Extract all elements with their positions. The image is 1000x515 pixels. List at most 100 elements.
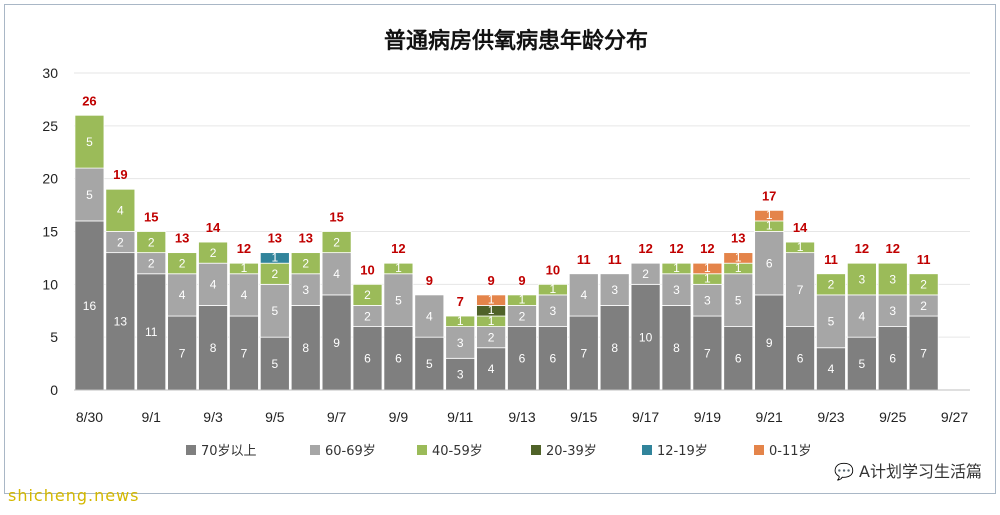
segment-label: 2: [333, 235, 340, 249]
bar-segment: [445, 357, 476, 391]
total-label: 7: [457, 294, 464, 309]
bar-segment: [74, 114, 105, 169]
total-label: 14: [793, 220, 808, 235]
total-label: 10: [360, 262, 374, 277]
bar-segment: [816, 347, 846, 391]
total-label: 12: [237, 241, 251, 256]
legend-label: 70岁以上: [201, 444, 257, 459]
segment-label: 6: [889, 352, 896, 366]
total-label: 15: [144, 210, 158, 225]
segment-label: 1: [271, 250, 278, 264]
bar-segment: [599, 273, 630, 306]
x-tick-label: 9/9: [389, 409, 409, 425]
bar-segment: [692, 315, 723, 391]
bar-segment: [229, 262, 259, 275]
bar-segment: [816, 294, 846, 349]
segment-label: 3: [859, 272, 866, 286]
segment-label: 2: [364, 288, 371, 302]
bar-segment: [383, 326, 414, 391]
bar-segment: [445, 326, 476, 359]
bar-segment: [105, 252, 136, 391]
legend-label: 12-19岁: [657, 444, 708, 459]
segment-label: 8: [302, 341, 309, 355]
segment-label: 2: [117, 235, 124, 249]
legend-swatch: [417, 445, 427, 455]
segment-label: 9: [333, 336, 340, 350]
segment-label: 2: [488, 330, 495, 344]
bar-segment: [198, 241, 228, 264]
segment-label: 6: [364, 352, 371, 366]
bar-segment: [507, 326, 537, 391]
segment-label: 2: [302, 257, 309, 271]
legend-swatch: [754, 445, 764, 455]
bar-segment: [198, 262, 228, 306]
bar-segment: [661, 262, 692, 275]
segment-label: 4: [426, 309, 433, 323]
segment-label: 2: [148, 257, 155, 271]
bar-segment: [507, 294, 537, 306]
segment-label: 5: [735, 294, 742, 308]
segment-label: 1: [704, 271, 711, 285]
bar-segment: [630, 283, 661, 391]
total-label: 12: [700, 241, 714, 256]
bar-segment: [352, 283, 383, 306]
x-tick-label: 9/17: [632, 409, 659, 425]
x-tick-label: 9/21: [756, 409, 783, 425]
total-label: 13: [175, 231, 189, 246]
x-tick-label: 8/30: [76, 409, 103, 425]
y-tick-label: 25: [42, 118, 58, 134]
bar-segment: [723, 273, 754, 327]
total-label: 14: [206, 220, 221, 235]
segment-label: 10: [639, 330, 653, 344]
segment-label: 11: [145, 325, 158, 339]
bars: 1655261324191122157421384214741125521138…: [74, 93, 939, 391]
segment-label: 3: [457, 367, 464, 381]
segment-label: 5: [426, 357, 433, 371]
segment-label: 2: [642, 267, 649, 281]
bar-segment: [383, 273, 414, 327]
bar-segment: [229, 315, 259, 391]
bar-segment: [136, 231, 167, 254]
segment-label: 2: [920, 299, 927, 313]
bar-segment: [661, 273, 692, 306]
segment-label: 7: [920, 346, 927, 360]
segment-label: 7: [241, 346, 248, 360]
total-label: 9: [426, 273, 433, 288]
bar-segment: [661, 305, 692, 391]
bar-segment: [908, 273, 939, 296]
bar-segment: [754, 294, 785, 391]
legend-label: 20-39岁: [546, 444, 597, 459]
segment-label: 7: [580, 346, 587, 360]
bar-segment: [537, 283, 568, 296]
segment-label: 2: [210, 246, 217, 260]
segment-label: 1: [766, 208, 773, 222]
bar-segment: [414, 294, 445, 338]
total-label: 9: [487, 273, 494, 288]
segment-label: 8: [673, 341, 680, 355]
segment-label: 2: [519, 309, 526, 323]
bar-segment: [259, 283, 290, 338]
legend-swatch: [642, 445, 652, 455]
segment-label: 6: [766, 257, 773, 271]
x-tick-label: 9/1: [142, 409, 162, 425]
y-tick-label: 30: [42, 65, 58, 81]
total-label: 9: [518, 273, 525, 288]
segment-label: 5: [859, 357, 866, 371]
segment-label: 3: [673, 283, 680, 297]
total-label: 19: [113, 167, 127, 182]
segment-label: 4: [580, 288, 587, 302]
legend: 70岁以上 60-69岁 40-59岁 20-39岁 12-19岁 0-11岁: [186, 444, 812, 459]
legend-swatch: [310, 445, 320, 455]
segment-label: 2: [148, 235, 155, 249]
total-label: 12: [855, 241, 869, 256]
total-label: 12: [638, 241, 652, 256]
wechat-icon: 💬: [834, 462, 854, 481]
x-axis: 8/30 9/1 9/3 9/5 9/7 9/9 9/11 9/13 9/15 9/17 9/19 9…: [74, 389, 970, 425]
x-tick-label: 9/15: [570, 409, 597, 425]
wechat-watermark: 💬 A计划学习生活篇: [834, 458, 982, 482]
total-label: 12: [391, 241, 405, 256]
segment-label: 16: [83, 299, 97, 313]
segment-label: 6: [395, 352, 402, 366]
segment-label: 5: [86, 188, 93, 202]
bar-segment: [877, 294, 908, 327]
